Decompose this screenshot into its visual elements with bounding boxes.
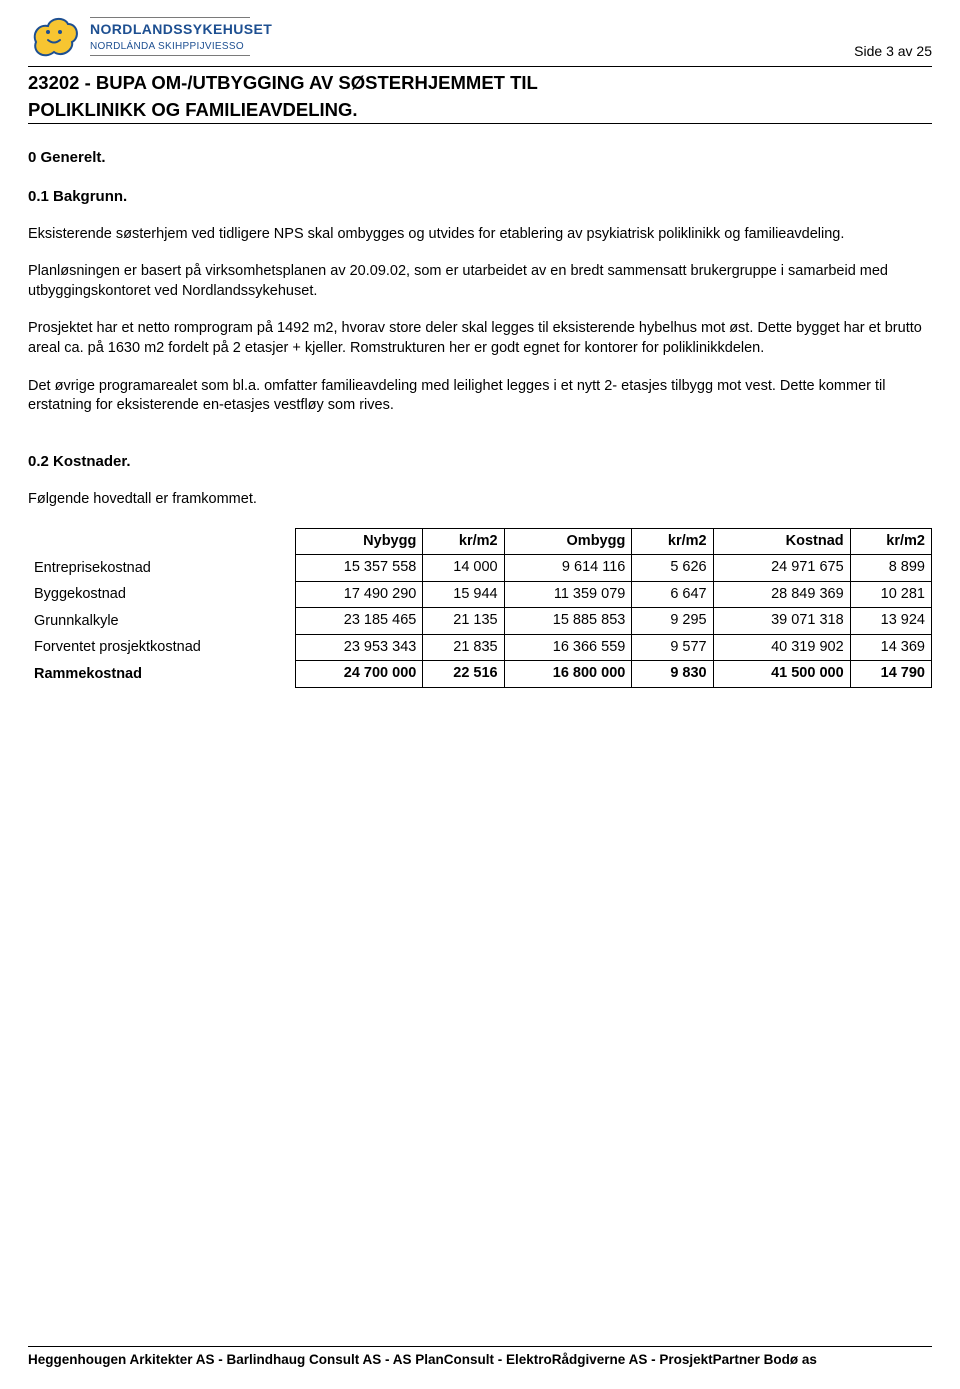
col-nybygg: Nybygg	[295, 528, 423, 555]
row-label: Rammekostnad	[28, 661, 295, 688]
cost-table: Nybygg kr/m2 Ombygg kr/m2 Kostnad kr/m2 …	[28, 528, 932, 688]
footer-text: Heggenhougen Arkitekter AS - Barlindhaug…	[28, 1351, 932, 1369]
cell-value: 40 319 902	[713, 634, 850, 661]
header: NORDLANDSSYKEHUSET NORDLÁNDA SKIHPPIJVIE…	[28, 12, 932, 60]
document-title: 23202 - BUPA OM-/UTBYGGING AV SØSTERHJEM…	[28, 69, 932, 123]
title-rule-top	[28, 66, 932, 67]
paragraph-3: Prosjektet har et netto romprogram på 14…	[28, 319, 932, 358]
cell-value: 24 971 675	[713, 555, 850, 582]
col-krm2-3: kr/m2	[850, 528, 931, 555]
page-footer: Heggenhougen Arkitekter AS - Barlindhaug…	[28, 1346, 932, 1369]
table-row: Byggekostnad17 490 29015 94411 359 0796 …	[28, 581, 932, 608]
cell-value: 9 295	[632, 608, 713, 635]
org-name-primary: NORDLANDSSYKEHUSET	[90, 20, 272, 39]
row-label: Byggekostnad	[28, 581, 295, 608]
col-krm2-1: kr/m2	[423, 528, 504, 555]
heading-kostnader: 0.2 Kostnader.	[28, 452, 932, 472]
cell-value: 11 359 079	[504, 581, 632, 608]
table-row: Grunnkalkyle23 185 46521 13515 885 8539 …	[28, 608, 932, 635]
cell-value: 15 885 853	[504, 608, 632, 635]
cell-value: 17 490 290	[295, 581, 423, 608]
cell-value: 16 800 000	[504, 661, 632, 688]
paragraph-2: Planløsningen er basert på virksomhetspl…	[28, 262, 932, 301]
cost-intro: Følgende hovedtall er framkommet.	[28, 490, 932, 510]
cell-value: 22 516	[423, 661, 504, 688]
cell-value: 28 849 369	[713, 581, 850, 608]
cell-value: 23 185 465	[295, 608, 423, 635]
col-krm2-2: kr/m2	[632, 528, 713, 555]
cell-value: 21 135	[423, 608, 504, 635]
org-name-secondary: NORDLÁNDA SKIHPPIJVIESSO	[90, 40, 272, 54]
org-rule-top	[90, 17, 250, 18]
cell-value: 21 835	[423, 634, 504, 661]
page-number: Side 3 av 25	[854, 42, 932, 61]
title-line-1: 23202 - BUPA OM-/UTBYGGING AV SØSTERHJEM…	[28, 69, 932, 96]
cell-value: 41 500 000	[713, 661, 850, 688]
cell-value: 9 614 116	[504, 555, 632, 582]
paragraph-4: Det øvrige programarealet som bl.a. omfa…	[28, 377, 932, 416]
cell-value: 39 071 318	[713, 608, 850, 635]
org-name-block: NORDLANDSSYKEHUSET NORDLÁNDA SKIHPPIJVIE…	[90, 12, 272, 57]
cell-value: 14 000	[423, 555, 504, 582]
footer-rule	[28, 1346, 932, 1347]
title-line-2: POLIKLINIKK OG FAMILIEAVDELING.	[28, 96, 932, 123]
cell-value: 8 899	[850, 555, 931, 582]
cell-value: 14 369	[850, 634, 931, 661]
cost-table-wrap: Nybygg kr/m2 Ombygg kr/m2 Kostnad kr/m2 …	[28, 528, 932, 688]
table-header-blank	[28, 528, 295, 555]
heading-generelt: 0 Generelt.	[28, 148, 932, 168]
cell-value: 13 924	[850, 608, 931, 635]
col-kostnad: Kostnad	[713, 528, 850, 555]
paragraph-1: Eksisterende søsterhjem ved tidligere NP…	[28, 225, 932, 245]
cell-value: 6 647	[632, 581, 713, 608]
cell-value: 9 577	[632, 634, 713, 661]
cell-value: 16 366 559	[504, 634, 632, 661]
cell-value: 10 281	[850, 581, 931, 608]
col-ombygg: Ombygg	[504, 528, 632, 555]
cell-value: 15 357 558	[295, 555, 423, 582]
hospital-logo-icon	[28, 12, 80, 60]
org-rule-bottom	[90, 55, 250, 56]
row-label: Entreprisekostnad	[28, 555, 295, 582]
table-row: Entreprisekostnad15 357 55814 0009 614 1…	[28, 555, 932, 582]
cell-value: 14 790	[850, 661, 931, 688]
cell-value: 15 944	[423, 581, 504, 608]
heading-bakgrunn: 0.1 Bakgrunn.	[28, 187, 932, 207]
table-row: Forventet prosjektkostnad23 953 34321 83…	[28, 634, 932, 661]
cell-value: 24 700 000	[295, 661, 423, 688]
cell-value: 9 830	[632, 661, 713, 688]
row-label: Grunnkalkyle	[28, 608, 295, 635]
table-header-row: Nybygg kr/m2 Ombygg kr/m2 Kostnad kr/m2	[28, 528, 932, 555]
row-label: Forventet prosjektkostnad	[28, 634, 295, 661]
cell-value: 23 953 343	[295, 634, 423, 661]
title-rule-bottom	[28, 123, 932, 124]
cell-value: 5 626	[632, 555, 713, 582]
table-row: Rammekostnad24 700 00022 51616 800 0009 …	[28, 661, 932, 688]
